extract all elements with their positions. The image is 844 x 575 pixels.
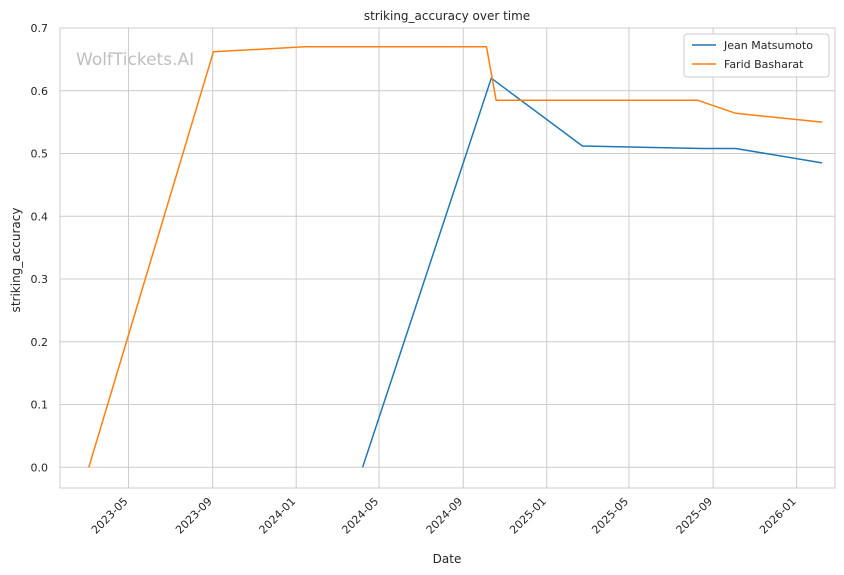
series-lines [88, 46, 823, 468]
y-tick-label: 0.0 [31, 461, 49, 474]
x-tick-label: 2026-01 [757, 495, 799, 537]
y-tick-label: 0.2 [31, 336, 49, 349]
y-tick-labels: 0.0 0.1 0.2 0.3 0.4 0.5 0.6 0.7 [31, 22, 49, 474]
plot-frame [59, 27, 836, 489]
x-tick-label: 2025-09 [674, 495, 716, 537]
x-tick-label: 2025-01 [507, 495, 549, 537]
grid [60, 27, 835, 488]
y-tick-label: 0.4 [31, 210, 49, 223]
x-tick-label: 2024-05 [339, 495, 381, 537]
chart-title: striking_accuracy over time [364, 9, 530, 23]
plot-area [60, 28, 835, 488]
series-line-jean-matsumoto [361, 77, 823, 468]
x-tick-label: 2024-01 [257, 495, 299, 537]
watermark: WolfTickets.AI [76, 50, 194, 70]
y-tick-label: 0.6 [31, 85, 49, 98]
x-tick-label: 2024-09 [424, 495, 466, 537]
legend-box [683, 33, 830, 78]
y-tick-label: 0.7 [31, 22, 49, 35]
x-tick-label: 2023-05 [89, 495, 131, 537]
x-axis-label: Date [433, 552, 462, 566]
legend-label-farid-basharat: Farid Basharat [724, 58, 804, 71]
y-tick-label: 0.5 [31, 148, 49, 161]
legend: Jean Matsumoto Farid Basharat [683, 33, 830, 78]
x-tick-label: 2023-09 [173, 495, 215, 537]
legend-label-jean-matsumoto: Jean Matsumoto [723, 39, 813, 52]
y-tick-label: 0.1 [31, 399, 49, 412]
y-tick-label: 0.3 [31, 273, 49, 286]
y-axis-label: striking_accuracy [9, 208, 23, 313]
x-tick-labels: 2023-05 2023-09 2024-01 2024-05 2024-09 2025-… [89, 495, 799, 537]
series-line-farid-basharat [88, 46, 823, 468]
x-tick-label: 2025-05 [589, 495, 631, 537]
